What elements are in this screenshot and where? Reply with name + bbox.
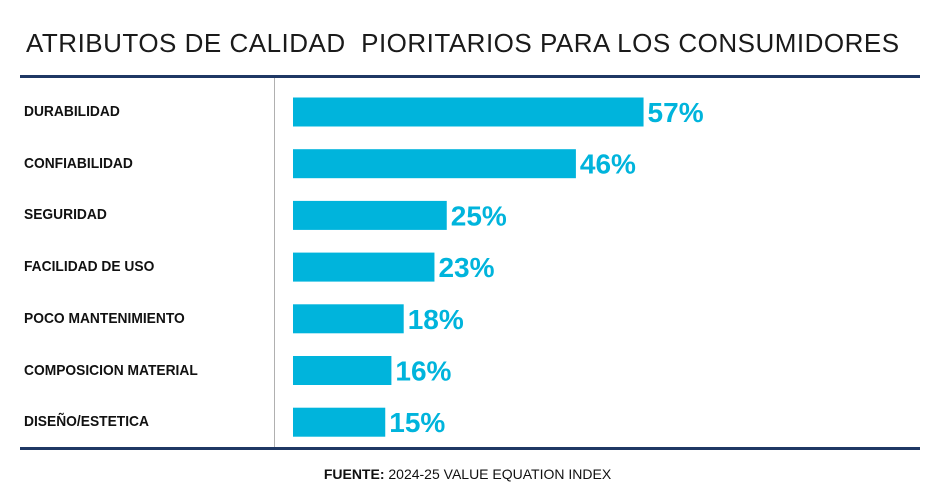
bar bbox=[293, 304, 404, 334]
bar-value-label: 25% bbox=[451, 200, 507, 231]
bar-value-label: 57% bbox=[648, 97, 704, 128]
bar-value-label: 15% bbox=[389, 407, 445, 438]
category-label: SEGURIDAD bbox=[24, 206, 107, 224]
category-axis-line bbox=[274, 78, 275, 447]
bar-value-label: 18% bbox=[408, 304, 464, 335]
source-note: FUENTE: 2024-25 VALUE EQUATION INDEX bbox=[0, 466, 935, 482]
bar bbox=[293, 407, 386, 437]
category-label: DURABILIDAD bbox=[24, 103, 120, 120]
source-prefix: FUENTE: bbox=[323, 466, 385, 482]
category-label: DISEÑO/ESTETICA bbox=[24, 413, 149, 431]
bar bbox=[293, 200, 447, 230]
top-rule bbox=[20, 75, 920, 78]
bar-value-label: 46% bbox=[580, 149, 636, 180]
bar bbox=[293, 97, 644, 127]
bar bbox=[293, 252, 435, 282]
bar bbox=[293, 149, 576, 179]
category-label: CONFIABILIDAD bbox=[24, 154, 133, 172]
category-label: COMPOSICION MATERIAL bbox=[24, 361, 198, 379]
chart-title: ATRIBUTOS DE CALIDAD PIORITARIOS PARA LO… bbox=[26, 28, 900, 58]
bottom-rule bbox=[20, 447, 920, 450]
source-text: 2024-25 VALUE EQUATION INDEX bbox=[388, 466, 612, 482]
bar-value-label: 23% bbox=[438, 252, 494, 283]
category-label: FACILIDAD DE USO bbox=[24, 258, 155, 276]
category-label: POCO MANTENIMIENTO bbox=[24, 309, 185, 327]
bar bbox=[293, 356, 392, 385]
bar-value-label: 16% bbox=[395, 356, 451, 387]
